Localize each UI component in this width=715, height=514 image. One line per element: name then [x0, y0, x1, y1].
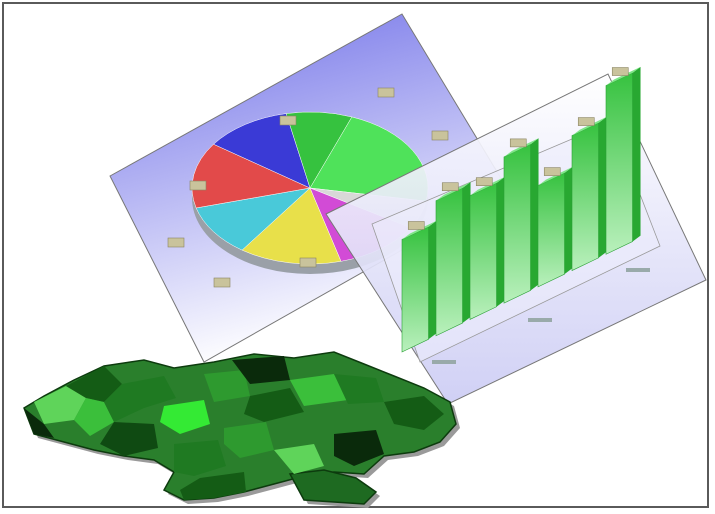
- bar: [605, 72, 633, 255]
- map-region: [334, 374, 384, 404]
- pie-slice: [241, 187, 342, 265]
- bar-side: [598, 116, 607, 258]
- bar-side: [530, 138, 539, 291]
- bar-data-label: [441, 182, 459, 192]
- bar-top: [402, 220, 437, 240]
- bar: [435, 187, 463, 337]
- bar-top: [436, 182, 471, 201]
- map-region: [174, 440, 226, 476]
- pie-data-label: [167, 237, 185, 248]
- map-region: [180, 472, 246, 500]
- bar-side: [564, 166, 573, 275]
- pie-data-label: [299, 257, 317, 268]
- pie-data-label: [431, 130, 449, 141]
- bar: [571, 122, 599, 272]
- pie-slice: [285, 111, 353, 189]
- bar-data-label: [509, 138, 527, 148]
- regional-map: [23, 351, 460, 508]
- map-region: [104, 376, 176, 422]
- map-region: [100, 422, 158, 456]
- bar-chart-panel: [325, 66, 707, 405]
- bar-top: [606, 66, 641, 86]
- bar: [469, 182, 497, 320]
- map-region: [66, 366, 122, 402]
- bar-top: [470, 176, 505, 196]
- map-region: [334, 430, 384, 466]
- bar: [401, 226, 429, 353]
- bar-side: [428, 220, 437, 340]
- pie-slice: [195, 187, 311, 251]
- map-region: [204, 370, 250, 402]
- bar-side: [632, 66, 641, 242]
- map-region: [24, 408, 54, 438]
- pie-data-label: [279, 115, 297, 126]
- map-region: [274, 444, 324, 474]
- pie-data-label: [189, 180, 207, 191]
- map-region: [34, 386, 86, 424]
- bar-side: [496, 176, 505, 307]
- map-region: [160, 400, 210, 434]
- x-tick-label: [528, 318, 552, 322]
- bar-data-label: [543, 167, 561, 176]
- bar: [537, 172, 565, 288]
- pie-data-label: [213, 277, 231, 288]
- bar-side: [462, 182, 471, 324]
- bar-data-label: [577, 117, 595, 126]
- bar-top: [504, 138, 539, 157]
- bar-data-label: [611, 67, 629, 76]
- map-region: [74, 398, 114, 436]
- pie-data-label: [377, 87, 395, 98]
- x-tick-label: [432, 360, 456, 364]
- map-region: [244, 388, 304, 422]
- bar: [503, 143, 531, 304]
- bar-top: [538, 166, 573, 186]
- pie-slice: [213, 113, 311, 189]
- bar-data-label: [407, 221, 425, 230]
- bar-data-label: [475, 177, 493, 186]
- x-tick-label: [626, 268, 650, 272]
- map-region: [232, 356, 290, 384]
- pie-slice: [191, 143, 311, 209]
- bar-series: [401, 66, 641, 353]
- map-region: [290, 374, 348, 406]
- map-region: [224, 422, 274, 458]
- map-region: [384, 396, 444, 430]
- bar-top: [572, 116, 607, 136]
